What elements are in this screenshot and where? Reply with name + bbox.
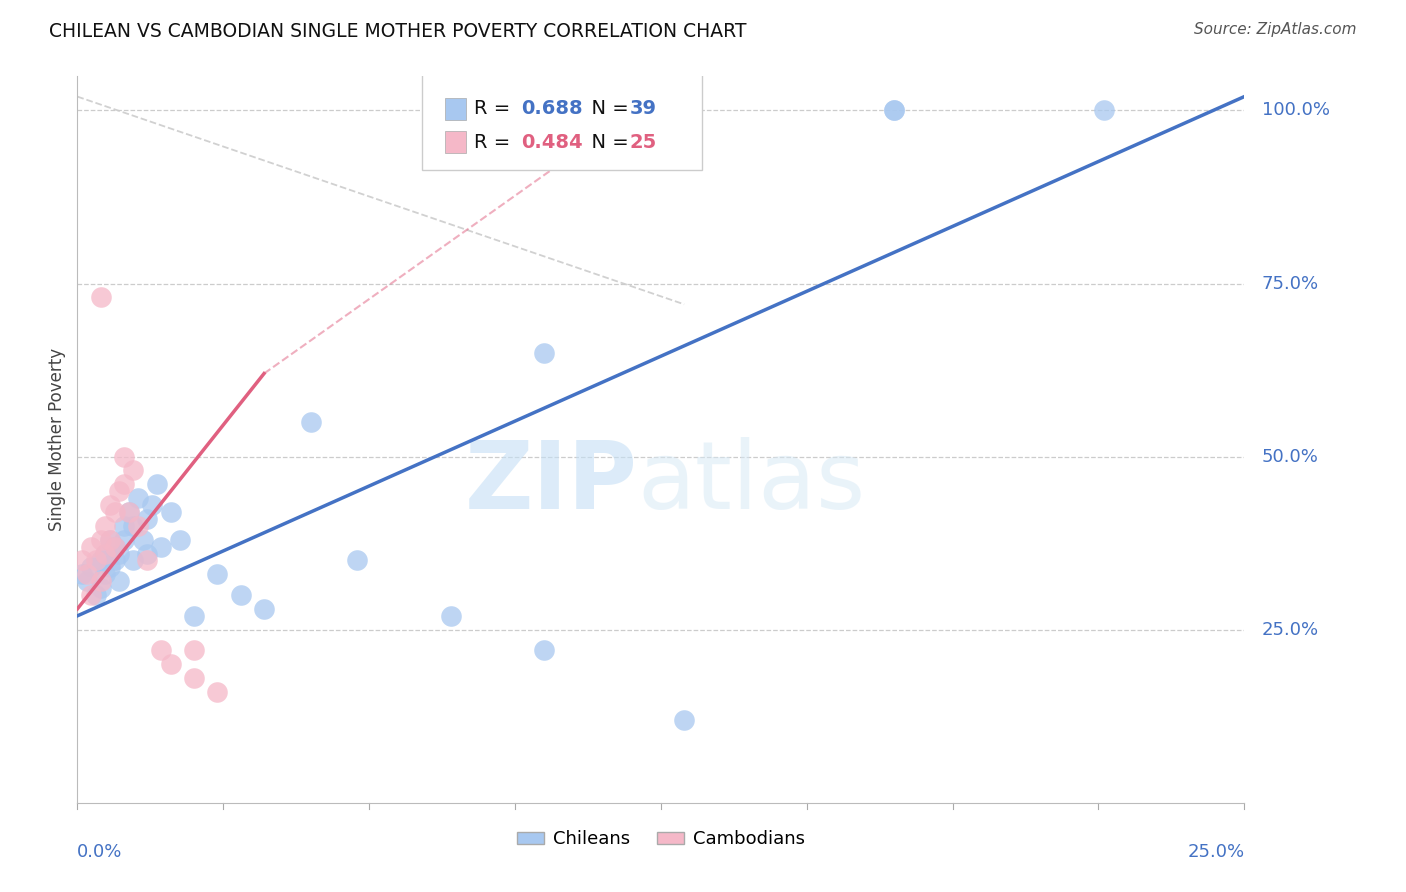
Point — [108, 484, 131, 499]
Point — [112, 477, 135, 491]
Point — [94, 567, 117, 582]
Text: 100.0%: 100.0% — [1261, 102, 1330, 120]
Point — [183, 608, 205, 623]
Point — [1092, 103, 1115, 118]
Point — [183, 671, 205, 685]
FancyBboxPatch shape — [422, 72, 702, 170]
Point — [122, 519, 145, 533]
Point — [94, 547, 117, 561]
Text: R =: R = — [474, 99, 516, 119]
Point — [253, 602, 276, 616]
Text: 39: 39 — [630, 99, 657, 119]
Point — [80, 560, 103, 574]
Legend: Chileans, Cambodians: Chileans, Cambodians — [509, 823, 813, 855]
Point — [207, 567, 229, 582]
Text: N =: N = — [579, 133, 636, 152]
Point — [440, 608, 463, 623]
Point — [84, 553, 107, 567]
Point — [76, 567, 98, 582]
Text: 25.0%: 25.0% — [1187, 843, 1244, 861]
Point — [70, 567, 93, 582]
Point — [90, 581, 112, 595]
Point — [80, 588, 103, 602]
Text: 25.0%: 25.0% — [1261, 621, 1319, 639]
Text: atlas: atlas — [637, 437, 866, 529]
Point — [150, 540, 173, 554]
Point — [108, 574, 131, 589]
Point — [104, 540, 127, 554]
Point — [150, 643, 173, 657]
Point — [98, 533, 121, 547]
Text: ZIP: ZIP — [464, 437, 637, 529]
Point — [136, 512, 159, 526]
Text: 0.484: 0.484 — [520, 133, 582, 152]
Y-axis label: Single Mother Poverty: Single Mother Poverty — [48, 348, 66, 531]
Point — [70, 553, 93, 567]
Point — [883, 103, 905, 118]
Point — [136, 547, 159, 561]
Point — [159, 505, 181, 519]
Point — [90, 574, 112, 589]
FancyBboxPatch shape — [444, 98, 465, 120]
Point — [533, 345, 555, 359]
Point — [94, 547, 117, 561]
Point — [118, 505, 141, 519]
Point — [90, 533, 112, 547]
Point — [229, 588, 252, 602]
Text: Source: ZipAtlas.com: Source: ZipAtlas.com — [1194, 22, 1357, 37]
Point — [169, 533, 191, 547]
Point — [145, 477, 167, 491]
Point — [104, 505, 127, 519]
Point — [104, 540, 127, 554]
FancyBboxPatch shape — [444, 131, 465, 153]
Point — [533, 643, 555, 657]
Point — [108, 547, 131, 561]
Point — [141, 498, 163, 512]
Point — [122, 463, 145, 477]
Text: N =: N = — [579, 99, 636, 119]
Point — [84, 588, 107, 602]
Point — [207, 685, 229, 699]
Point — [112, 519, 135, 533]
Point — [346, 553, 368, 567]
Point — [104, 553, 127, 567]
Point — [98, 560, 121, 574]
Point — [127, 491, 149, 505]
Point — [90, 290, 112, 304]
Point — [94, 519, 117, 533]
Point — [183, 643, 205, 657]
Text: CHILEAN VS CAMBODIAN SINGLE MOTHER POVERTY CORRELATION CHART: CHILEAN VS CAMBODIAN SINGLE MOTHER POVER… — [49, 22, 747, 41]
Text: 75.0%: 75.0% — [1261, 275, 1319, 293]
Point — [122, 553, 145, 567]
Point — [76, 574, 98, 589]
Point — [127, 519, 149, 533]
Point — [118, 505, 141, 519]
Point — [883, 103, 905, 118]
Text: 0.0%: 0.0% — [77, 843, 122, 861]
Point — [299, 415, 322, 429]
Text: R =: R = — [474, 133, 516, 152]
Point — [90, 553, 112, 567]
Point — [80, 540, 103, 554]
Point — [131, 533, 153, 547]
Point — [159, 657, 181, 672]
Point — [509, 103, 531, 118]
Text: 50.0%: 50.0% — [1261, 448, 1319, 466]
Point — [112, 450, 135, 464]
Point — [136, 553, 159, 567]
Text: 25: 25 — [630, 133, 657, 152]
Point — [98, 498, 121, 512]
Point — [112, 533, 135, 547]
Text: 0.688: 0.688 — [520, 99, 582, 119]
Point — [98, 533, 121, 547]
Point — [673, 713, 696, 727]
